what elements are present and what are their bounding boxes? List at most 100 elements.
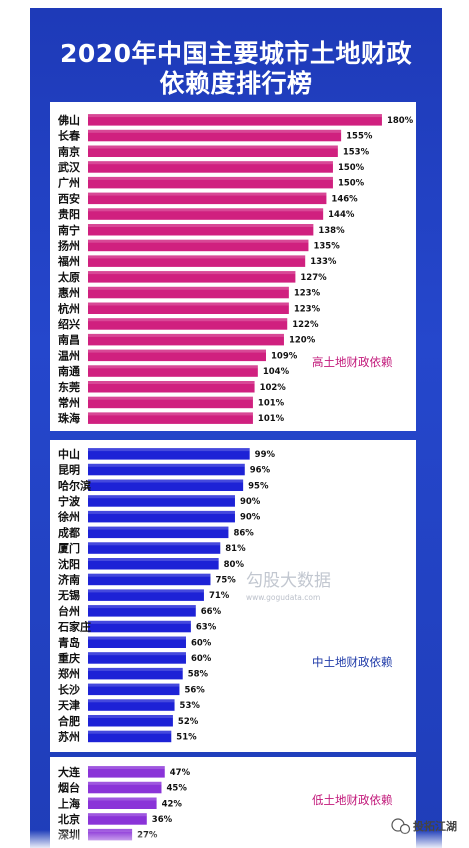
data-label: 71% <box>209 591 230 601</box>
bar-highlight <box>88 255 306 259</box>
bar <box>88 239 309 252</box>
category-label: 太原 <box>57 270 80 284</box>
bar-highlight <box>88 412 253 416</box>
bar <box>88 683 180 696</box>
bar <box>88 526 229 539</box>
data-label: 155% <box>346 132 373 142</box>
bar-highlight <box>88 781 162 785</box>
bar-highlight <box>88 797 157 801</box>
category-label: 济南 <box>58 572 80 586</box>
category-label: 南通 <box>58 364 80 378</box>
bar <box>88 365 258 377</box>
data-label: 90% <box>240 513 261 523</box>
category-label: 合肥 <box>58 714 80 728</box>
bar <box>88 542 221 554</box>
bar-highlight <box>88 813 147 817</box>
group-label: 中土地财政依赖 <box>312 655 393 669</box>
category-label: 杭州 <box>58 301 80 315</box>
data-label: 101% <box>258 398 285 408</box>
category-label: 南京 <box>58 144 80 158</box>
data-label: 144% <box>328 210 355 220</box>
category-label: 成都 <box>58 525 80 539</box>
bar <box>88 302 289 314</box>
data-label: 99% <box>255 450 276 460</box>
category-label: 惠州 <box>58 286 80 300</box>
category-label: 常州 <box>58 395 80 409</box>
data-label: 135% <box>313 241 340 251</box>
bar-highlight <box>88 558 219 561</box>
bar <box>88 730 172 743</box>
bar <box>88 797 157 809</box>
category-label: 昆明 <box>58 464 80 477</box>
bar-highlight <box>88 349 266 353</box>
category-label: 绍兴 <box>58 317 80 331</box>
category-label: 大连 <box>58 765 81 779</box>
bar-highlight <box>88 114 382 118</box>
bar <box>88 605 196 617</box>
category-label: 重庆 <box>58 651 80 665</box>
bar-highlight <box>88 667 183 671</box>
category-label: 南昌 <box>58 333 80 347</box>
data-label: 75% <box>215 575 236 585</box>
bar-highlight <box>88 652 186 656</box>
bar <box>88 224 314 236</box>
category-label: 青岛 <box>58 635 80 649</box>
data-label: 138% <box>318 226 345 236</box>
bar <box>88 813 147 825</box>
bar-highlight <box>88 479 244 483</box>
data-label: 146% <box>331 194 358 204</box>
bar-highlight <box>88 381 255 384</box>
bar-highlight <box>88 510 235 514</box>
data-label: 86% <box>233 528 254 538</box>
category-label: 无锡 <box>57 588 80 602</box>
bar <box>88 715 173 727</box>
bar <box>88 129 342 142</box>
bar <box>88 463 245 476</box>
bar-highlight <box>88 730 172 734</box>
category-label: 西安 <box>58 191 80 205</box>
account-watermark: 投拓江湖 <box>413 819 457 833</box>
bar-highlight <box>88 224 314 227</box>
bar-highlight <box>88 463 245 467</box>
bar <box>88 192 327 205</box>
data-label: 101% <box>258 414 285 424</box>
category-label: 珠海 <box>58 411 80 425</box>
bar <box>88 161 333 173</box>
bar <box>88 381 255 393</box>
bar <box>88 396 253 409</box>
bar-highlight <box>88 589 204 593</box>
data-label: 42% <box>162 799 183 809</box>
bar-highlight <box>88 333 284 337</box>
bar <box>88 667 183 680</box>
category-label: 温州 <box>58 348 80 362</box>
bar-highlight <box>88 542 221 546</box>
bottom-fade <box>30 830 442 848</box>
bar-highlight <box>88 573 211 577</box>
data-label: 180% <box>387 116 414 126</box>
data-label: 47% <box>170 768 191 778</box>
category-label: 台州 <box>58 604 80 618</box>
category-label: 长春 <box>58 129 81 143</box>
data-label: 80% <box>224 560 245 570</box>
bar <box>88 479 244 491</box>
bar <box>88 766 165 778</box>
data-label: 150% <box>338 179 365 189</box>
data-label: 96% <box>250 466 271 476</box>
category-label: 宁波 <box>58 494 81 508</box>
bar-highlight <box>88 129 342 133</box>
bar <box>88 318 288 330</box>
bar-highlight <box>88 239 309 243</box>
category-label: 扬州 <box>58 238 80 252</box>
bar-highlight <box>88 318 288 322</box>
bar <box>88 589 204 601</box>
bar-highlight <box>88 145 338 149</box>
category-label: 北京 <box>58 812 80 826</box>
data-label: 36% <box>152 815 173 825</box>
bar <box>88 208 324 220</box>
bar-highlight <box>88 620 191 624</box>
category-label: 沈阳 <box>58 557 80 571</box>
bar-highlight <box>88 495 235 499</box>
bar-highlight <box>88 766 165 770</box>
category-label: 厦门 <box>58 541 80 555</box>
bar <box>88 412 253 424</box>
